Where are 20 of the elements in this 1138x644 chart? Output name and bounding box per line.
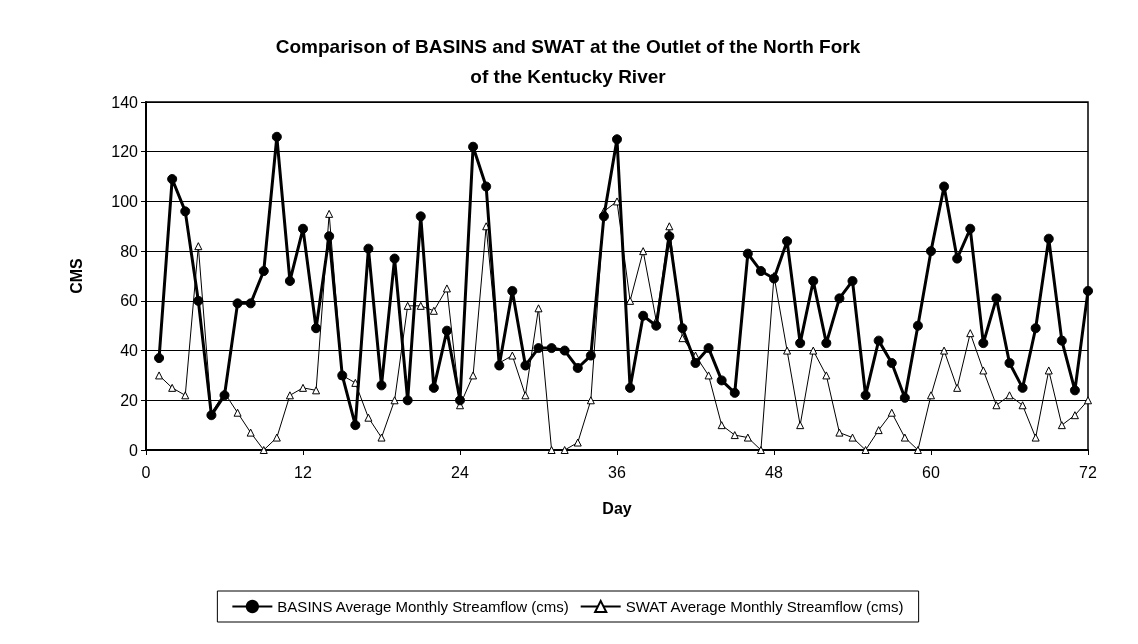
y-tick-label: 120 bbox=[111, 143, 139, 161]
x-tick-label: 48 bbox=[765, 463, 783, 481]
y-tick-label: 0 bbox=[129, 441, 139, 459]
y-tick-label: 40 bbox=[120, 342, 139, 360]
x-tick-label: 72 bbox=[1079, 463, 1097, 481]
legend-label: SWAT Average Monthly Streamflow (cms) bbox=[625, 598, 904, 615]
x-tick-label: 60 bbox=[922, 463, 940, 481]
y-tick-label: 140 bbox=[111, 93, 139, 111]
y-axis-title: CMS bbox=[67, 257, 85, 294]
x-tick-label: 12 bbox=[294, 463, 312, 481]
y-tick-label: 100 bbox=[111, 192, 139, 210]
x-tick-label: 36 bbox=[608, 463, 626, 481]
x-tick-label: 0 bbox=[141, 463, 151, 481]
x-axis-title: Day bbox=[602, 499, 632, 517]
y-tick-label: 60 bbox=[120, 292, 139, 310]
x-tick-label: 24 bbox=[451, 463, 469, 481]
y-tick-label: 80 bbox=[120, 242, 139, 260]
y-tick-label: 20 bbox=[120, 391, 139, 409]
chart-title: Comparison of BASINS and SWAT at the Outlet of the North Fork of the Kentucky River bbox=[275, 35, 861, 87]
legend-label: BASINS Average Monthly Streamflow (cms) bbox=[277, 598, 569, 615]
